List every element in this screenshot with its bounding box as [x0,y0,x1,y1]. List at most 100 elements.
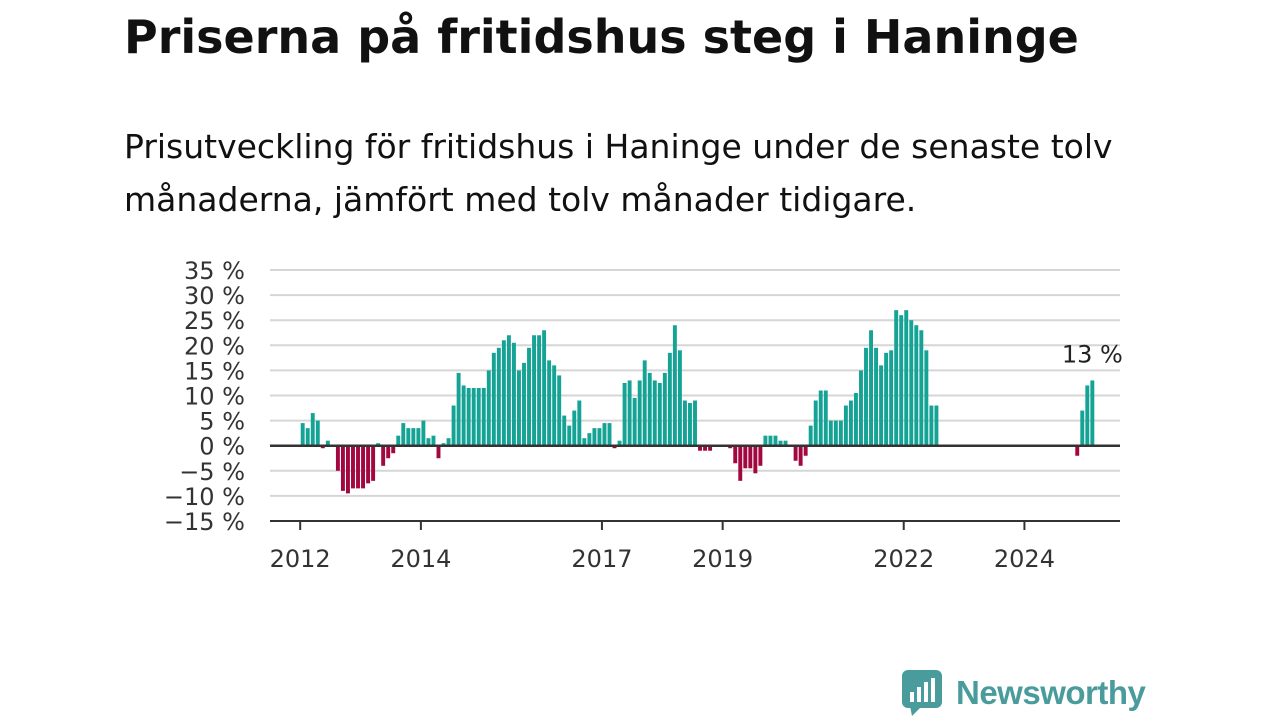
bar [426,438,431,446]
bar [748,445,753,469]
bar [808,425,813,446]
bar [517,370,521,446]
bar [320,445,325,449]
bar [708,445,713,451]
bar [376,443,381,446]
bar [522,362,526,446]
bar [672,325,677,446]
bar [416,428,421,446]
bar [622,382,627,446]
bar [431,435,436,446]
axes [270,444,1120,522]
bar [934,405,939,446]
bar [864,347,868,446]
bar [300,423,305,446]
bar [456,372,461,446]
y-tick-label: 5 % [199,408,245,436]
bar [743,445,748,469]
y-tick-label: −15 % [164,508,245,536]
annotations: 13 % [1062,340,1123,368]
bar [803,445,808,456]
newsworthy-logo-icon [902,670,942,716]
bar [637,380,642,446]
y-tick-label: −10 % [164,483,245,511]
bar [310,413,315,446]
bar [315,420,320,446]
x-tick-label: 2019 [692,545,753,573]
bar [491,352,496,446]
bar [481,387,486,446]
page-title: Priserna på fritidshus steg i Haninge [124,10,1079,64]
bar [914,325,919,446]
bar [496,347,501,446]
bar [647,372,652,446]
bar [381,445,386,466]
bar [1090,380,1095,446]
bar [537,335,542,446]
x-tick-label: 2022 [873,545,934,573]
y-tick-label: 30 % [184,282,245,310]
bar [356,445,360,489]
bar [642,360,647,446]
bar [587,433,592,446]
bar [542,330,547,446]
bar [466,387,471,446]
x-tick-label: 2014 [390,545,451,573]
bar [572,410,577,446]
bar [351,445,355,489]
bar [773,435,778,446]
bar [889,350,894,446]
bar [632,398,637,446]
bar [607,423,612,446]
bar [703,445,708,451]
bar [823,390,828,446]
bars [300,310,1095,494]
bar [1075,445,1080,456]
bar [446,438,451,446]
x-tick-label: 2024 [994,545,1055,573]
bar [340,445,345,491]
grid-lines [270,269,1120,522]
y-tick-label: 35 % [184,257,245,285]
bar [627,380,632,446]
x-tick-label: 2017 [571,545,632,573]
bar [853,392,858,446]
y-tick-label: 15 % [184,357,245,385]
bar [471,387,476,446]
bar [361,445,366,489]
bar [859,370,863,446]
bar [838,420,843,446]
bar [693,400,697,446]
bar [929,405,934,446]
bar [557,375,562,446]
bar [899,315,904,446]
bar [421,420,426,446]
bar [411,428,416,446]
bar [818,390,823,446]
bar [461,385,466,446]
bar [366,445,371,484]
bar [547,360,552,446]
bar [602,423,607,446]
y-tick-label: 25 % [184,307,245,335]
bar [879,365,884,446]
bar [386,445,391,459]
bar [305,428,310,446]
bar [371,445,376,481]
bar [738,445,743,481]
x-axis-ticks: 2012 2014 2017 2019 2022 2024 [270,521,1055,573]
bar [345,445,350,494]
bar [698,445,702,451]
bar [813,400,818,446]
bar [909,320,914,446]
bar [733,445,738,464]
bar [476,387,481,446]
bar [763,435,768,446]
bar [677,350,682,446]
bar [1085,385,1090,446]
bar [1080,410,1085,446]
bar [592,428,597,446]
bar [662,372,667,446]
bar [451,405,456,446]
bar [406,428,411,446]
